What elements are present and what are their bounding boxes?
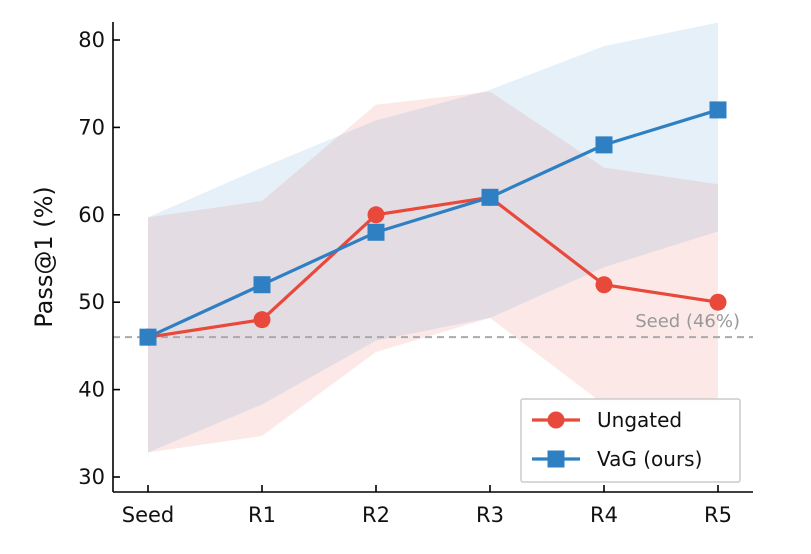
point-vag-ours-r1 xyxy=(253,276,271,294)
axes xyxy=(112,22,753,493)
point-vag-ours-r3 xyxy=(481,188,499,206)
legend: Ungated VaG (ours) xyxy=(520,398,741,483)
point-ungated-r2 xyxy=(367,206,385,224)
x-tick-label-seed: Seed xyxy=(122,503,175,527)
y-tick-label-80: 80 xyxy=(78,28,105,52)
band-ungated xyxy=(148,91,718,453)
y-tick-label-70: 70 xyxy=(78,115,105,139)
legend-label-ungated: Ungated xyxy=(597,408,682,432)
y-tick-label-60: 60 xyxy=(78,203,105,227)
point-ungated-r4 xyxy=(595,276,613,294)
point-vag-ours-r2 xyxy=(367,223,385,241)
point-vag-ours-r5 xyxy=(709,101,727,119)
x-tick-label-r5: R5 xyxy=(704,503,732,527)
y-tick-label-40: 40 xyxy=(78,378,105,402)
legend-marker-ungated xyxy=(547,411,565,429)
y-tick-label-30: 30 xyxy=(78,465,105,489)
line-vag-ours xyxy=(147,108,719,339)
x-tick-label-r1: R1 xyxy=(248,503,276,527)
band-vag-ours xyxy=(148,22,718,453)
series-vag-ours xyxy=(139,101,727,346)
legend-entry-vag-ours: VaG (ours) xyxy=(532,447,702,471)
x-ticks: Seed R1 R2 R3 R4 R5 xyxy=(122,485,732,527)
confidence-bands xyxy=(148,22,718,453)
point-vag-ours-r4 xyxy=(595,136,613,154)
legend-entry-ungated: Ungated xyxy=(532,408,682,432)
x-tick-label-r3: R3 xyxy=(476,503,504,527)
line-ungated xyxy=(147,195,719,339)
y-axis-title: Pass@1 (%) xyxy=(30,186,58,328)
seed-reference-line: Seed (46%) xyxy=(113,311,753,339)
x-tick-label-r4: R4 xyxy=(590,503,618,527)
point-ungated-r1 xyxy=(253,311,271,329)
point-vag-ours-seed xyxy=(139,328,157,346)
legend-marker-vag-ours xyxy=(547,450,565,468)
legend-label-vag-ours: VaG (ours) xyxy=(597,447,702,471)
seed-reference-label: Seed (46%) xyxy=(635,311,740,332)
point-ungated-r5 xyxy=(709,293,727,311)
x-tick-label-r2: R2 xyxy=(362,503,390,527)
series-lines xyxy=(139,101,727,346)
y-ticks: 30 40 50 60 70 80 xyxy=(78,28,120,489)
y-tick-label-50: 50 xyxy=(78,290,105,314)
